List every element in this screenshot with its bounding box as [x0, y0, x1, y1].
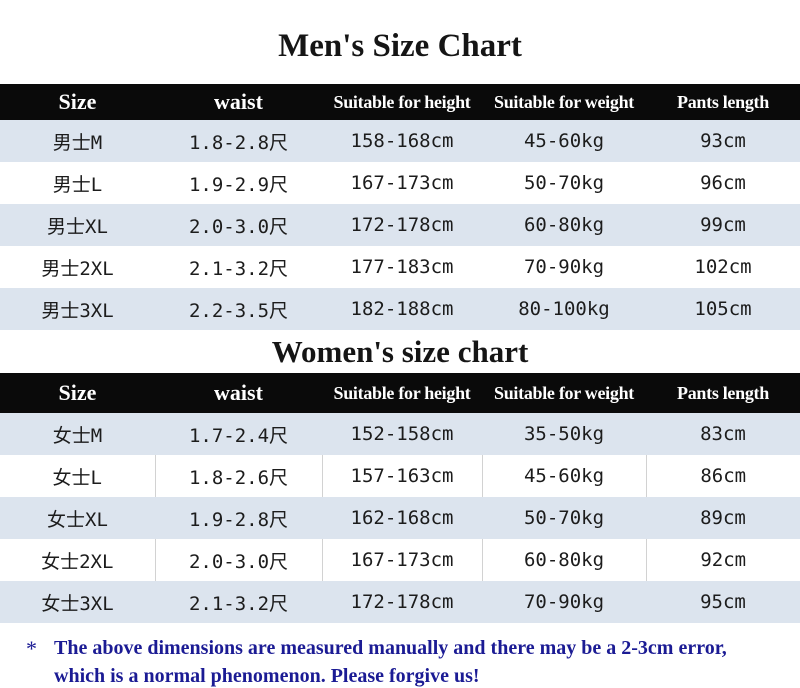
table-cell: 男士M — [52, 131, 103, 154]
table-cell: 女士2XL — [41, 550, 114, 573]
header-row: Size waist Suitable for height Suitable … — [0, 84, 800, 120]
column-header-height: Suitable for height — [322, 373, 482, 413]
table-cell: 50-70kg — [523, 172, 605, 194]
table-cell: 2.0-3.0尺 — [154, 539, 322, 581]
measurement-disclaimer: * The above dimensions are measured manu… — [26, 634, 800, 688]
table-cell: 35-50kg — [523, 423, 605, 445]
table-cell: 2.1-3.2尺 — [188, 592, 289, 615]
mens-chart-title: Men's Size Chart — [278, 28, 522, 64]
mens-table-header: Size waist Suitable for height Suitable … — [0, 84, 800, 120]
table-cell: 80-100kg — [518, 298, 610, 320]
table-cell: 60-80kg — [481, 539, 646, 581]
table-cell: 女士XL — [47, 508, 108, 531]
header-row: Size waist Suitable for height Suitable … — [0, 373, 800, 413]
table-cell: 2.2-3.5尺 — [188, 299, 289, 322]
table-cell: 45-60kg — [523, 130, 605, 152]
table-cell: 男士XL — [47, 215, 108, 238]
table-cell: 95cm — [700, 591, 746, 613]
table-row: 男士2XL 2.1-3.2尺 177-183cm 70-90kg 102cm — [0, 246, 800, 288]
table-row: 女士XL 1.9-2.8尺 162-168cm 50-70kg 89cm — [0, 497, 800, 539]
column-header-size: Size — [0, 373, 155, 413]
table-cell: 50-70kg — [523, 507, 605, 529]
table-cell: 99cm — [700, 214, 746, 236]
table-row: 女士2XL 2.0-3.0尺 167-173cm 60-80kg 92cm — [0, 539, 800, 581]
table-cell: 172-178cm — [350, 591, 454, 613]
table-cell: 1.9-2.8尺 — [188, 508, 289, 531]
table-cell: 女士3XL — [41, 592, 114, 615]
table-cell: 60-80kg — [523, 214, 605, 236]
table-row: 女士L 1.8-2.6尺 157-163cm 45-60kg 86cm — [0, 455, 800, 497]
column-header-height: Suitable for height — [322, 84, 482, 120]
column-header-waist: waist — [155, 373, 322, 413]
table-cell: 162-168cm — [350, 507, 454, 529]
column-header-weight: Suitable for weight — [482, 373, 646, 413]
table-cell: 105cm — [694, 298, 752, 320]
column-header-waist: waist — [155, 84, 322, 120]
asterisk-icon: * — [26, 636, 37, 661]
table-cell: 45-60kg — [481, 455, 646, 497]
table-cell: 2.1-3.2尺 — [188, 257, 289, 280]
table-cell: 男士3XL — [41, 299, 114, 322]
column-header-pants-length: Pants length — [646, 84, 800, 120]
table-cell: 152-158cm — [350, 423, 454, 445]
table-row: 男士XL 2.0-3.0尺 172-178cm 60-80kg 99cm — [0, 204, 800, 246]
table-row: 男士L 1.9-2.9尺 167-173cm 50-70kg 96cm — [0, 162, 800, 204]
mens-table-body: 男士M 1.8-2.8尺 158-168cm 45-60kg 93cm 男士L 1.9-2.… — [0, 120, 800, 330]
table-cell: 157-163cm — [321, 455, 482, 497]
table-cell: 女士L — [52, 466, 102, 489]
table-row: 男士3XL 2.2-3.5尺 182-188cm 80-100kg 105cm — [0, 288, 800, 330]
womens-table-body: 女士M 1.7-2.4尺 152-158cm 35-50kg 83cm 女士L 1.8-2.… — [0, 413, 800, 623]
table-cell: 男士L — [52, 173, 103, 196]
table-cell: 1.8-2.8尺 — [188, 131, 289, 154]
column-header-weight: Suitable for weight — [482, 84, 646, 120]
table-cell: 182-188cm — [350, 298, 454, 320]
table-cell: 83cm — [700, 423, 746, 445]
womens-chart-title: Women's size chart — [271, 334, 529, 369]
table-cell: 1.7-2.4尺 — [188, 424, 289, 447]
womens-table-header: Size waist Suitable for height Suitable … — [0, 373, 800, 413]
mens-size-table: Size waist Suitable for height Suitable … — [0, 84, 800, 330]
table-cell: 167-173cm — [321, 539, 482, 581]
table-cell: 177-183cm — [350, 256, 454, 278]
table-cell: 女士M — [52, 424, 103, 447]
column-header-size: Size — [0, 84, 155, 120]
table-cell: 167-173cm — [350, 172, 454, 194]
table-cell: 102cm — [694, 256, 752, 278]
table-cell: 86cm — [645, 455, 800, 497]
table-cell: 172-178cm — [350, 214, 454, 236]
table-cell: 1.9-2.9尺 — [188, 173, 289, 196]
womens-size-table: Size waist Suitable for height Suitable … — [0, 373, 800, 623]
table-cell: 96cm — [700, 172, 746, 194]
table-cell: 89cm — [700, 507, 746, 529]
disclaimer-text: The above dimensions are measured manual… — [54, 637, 727, 687]
table-row: 男士M 1.8-2.8尺 158-168cm 45-60kg 93cm — [0, 120, 800, 162]
column-header-pants-length: Pants length — [646, 373, 800, 413]
table-cell: 158-168cm — [350, 130, 454, 152]
table-cell: 92cm — [645, 539, 800, 581]
table-cell: 93cm — [700, 130, 746, 152]
table-cell: 1.8-2.6尺 — [154, 455, 322, 497]
table-row: 女士3XL 2.1-3.2尺 172-178cm 70-90kg 95cm — [0, 581, 800, 623]
table-cell: 2.0-3.0尺 — [188, 215, 289, 238]
table-cell: 70-90kg — [523, 591, 605, 613]
table-row: 女士M 1.7-2.4尺 152-158cm 35-50kg 83cm — [0, 413, 800, 455]
table-cell: 70-90kg — [523, 256, 605, 278]
table-cell: 男士2XL — [41, 257, 114, 280]
